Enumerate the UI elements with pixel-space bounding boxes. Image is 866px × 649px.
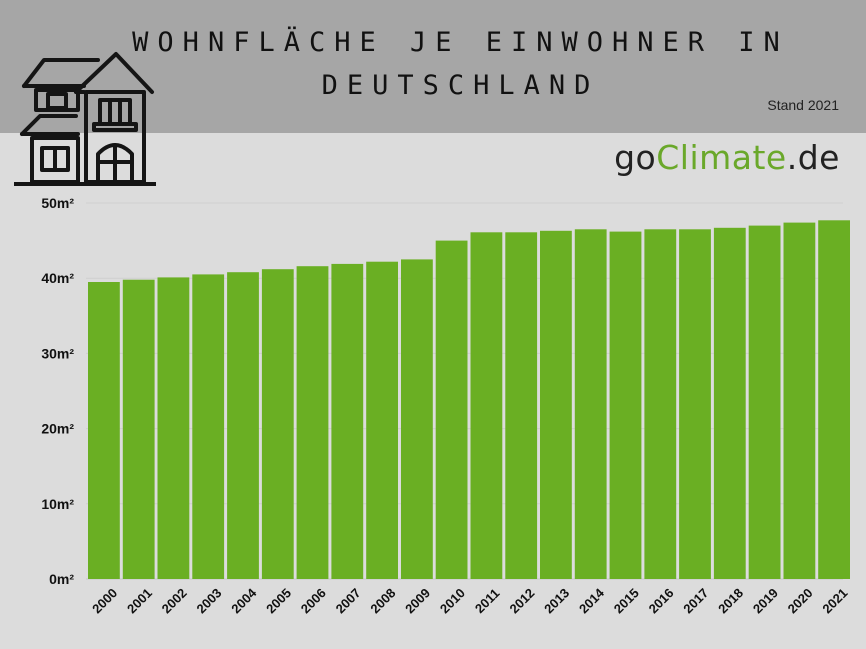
stand-label: Stand 2021 [767,97,839,113]
x-tick-label: 2014 [576,585,608,617]
x-tick-label: 2010 [437,585,468,616]
bar-2014 [574,229,607,580]
bar-2004 [227,272,259,579]
bar-2012 [505,232,538,580]
x-tick-label: 2017 [680,585,711,616]
bar-2005 [261,269,294,579]
x-tick-label: 2003 [193,585,224,616]
x-tick-label: 2018 [715,585,746,616]
bar-2003 [192,274,225,579]
bar-2013 [540,230,572,580]
logo-part-de: .de [786,138,840,177]
bar-2008 [366,261,398,579]
chart-title-line2: DEUTSCHLAND [321,70,600,101]
x-tick-label: 2006 [298,585,329,616]
goclimate-logo: goClimate.de [614,138,840,177]
x-tick-label: 2021 [819,585,850,616]
x-tick-label: 2015 [611,585,642,616]
bar-2001 [122,279,155,579]
y-tick-label: 0m² [49,571,74,587]
logo-part-go: go [614,138,657,177]
logo-part-climate: Climate [656,138,787,177]
bar-2017 [679,229,711,580]
bar-2007 [331,263,364,579]
bar-2020 [783,222,816,579]
bar-2000 [88,282,120,579]
bar-2019 [748,225,781,579]
bar-2010 [435,240,468,579]
x-tick-label: 2019 [750,585,781,616]
x-tick-label: 2001 [124,585,155,616]
bar-2009 [401,259,433,579]
x-tick-label: 2005 [263,585,294,616]
chart-title-line1: WOHNFLÄCHE JE EINWOHNER IN [132,27,789,58]
x-tick-label: 2016 [646,585,677,616]
x-tick-label: 2011 [472,586,503,617]
y-tick-label: 20m² [41,421,74,437]
y-tick-label: 50m² [41,195,74,211]
y-tick-label: 40m² [41,270,74,286]
bar-2016 [644,229,677,580]
x-tick-label: 2002 [159,585,190,616]
y-tick-label: 10m² [41,496,74,512]
x-tick-label: 2000 [89,585,120,616]
x-tick-label: 2020 [785,585,816,616]
house-icon [14,52,156,186]
x-tick-label: 2012 [506,585,537,616]
x-tick-label: 2007 [333,585,364,616]
bar-2002 [157,277,190,579]
bar-2011 [470,232,503,580]
bar-2015 [609,231,642,579]
y-tick-label: 30m² [41,345,74,361]
bar-2006 [296,266,329,579]
bar-2021 [818,220,850,580]
x-tick-label: 2008 [367,585,398,616]
x-tick-label: 2004 [228,585,260,617]
x-tick-label: 2013 [541,585,572,616]
bar-2018 [713,227,746,580]
x-tick-label: 2009 [402,585,433,616]
